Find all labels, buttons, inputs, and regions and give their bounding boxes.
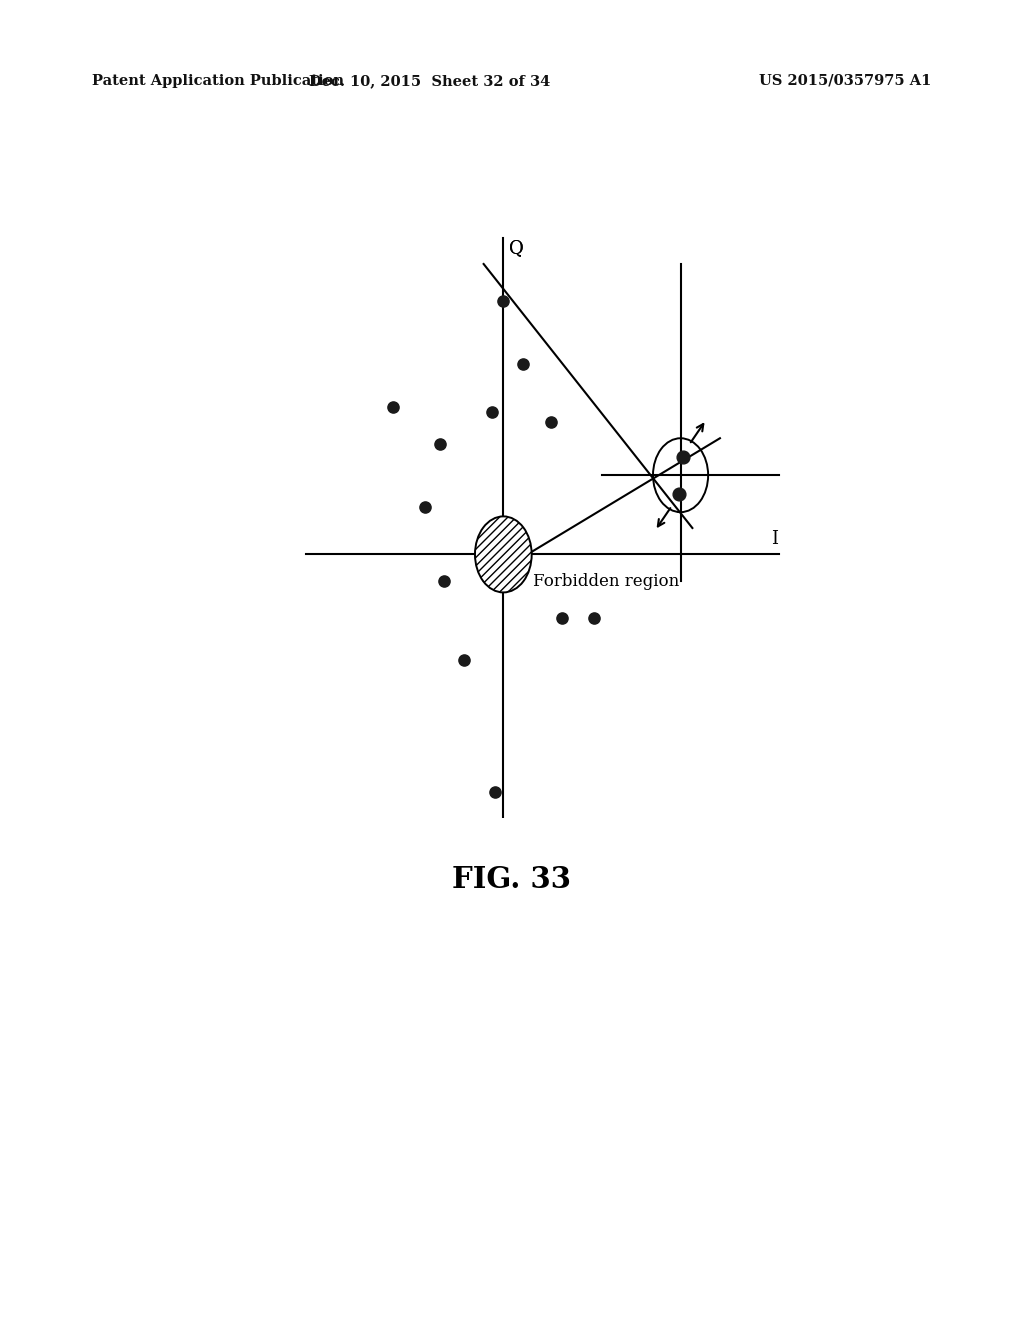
- Point: [483, 401, 500, 422]
- Point: [586, 607, 602, 628]
- Point: [417, 496, 433, 517]
- Point: [543, 412, 559, 433]
- Point: [671, 483, 687, 504]
- Text: FIG. 33: FIG. 33: [453, 865, 571, 894]
- Point: [496, 290, 512, 312]
- Text: Q: Q: [509, 239, 524, 257]
- Point: [436, 570, 453, 591]
- Point: [675, 446, 691, 467]
- Text: I: I: [771, 529, 778, 548]
- Point: [432, 433, 449, 454]
- Point: [385, 396, 401, 417]
- Text: Patent Application Publication: Patent Application Publication: [92, 74, 344, 88]
- Circle shape: [475, 516, 531, 593]
- Text: US 2015/0357975 A1: US 2015/0357975 A1: [760, 74, 932, 88]
- Point: [456, 649, 472, 671]
- Point: [515, 354, 531, 375]
- Point: [487, 781, 504, 803]
- Text: Q: Q: [509, 239, 524, 257]
- Text: Forbidden region: Forbidden region: [532, 573, 679, 590]
- Point: [554, 607, 570, 628]
- Text: Dec. 10, 2015  Sheet 32 of 34: Dec. 10, 2015 Sheet 32 of 34: [309, 74, 551, 88]
